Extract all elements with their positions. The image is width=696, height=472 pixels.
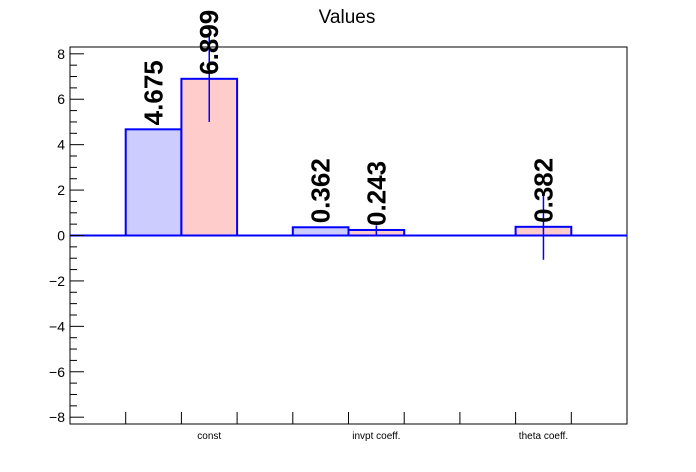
y-tick-label: −2 (49, 273, 65, 289)
category-label: const (197, 431, 221, 442)
data-labels-layer: 4.675 0.362 6.899 0.243 0.382 (139, 10, 559, 226)
chart-title: Values (319, 7, 376, 28)
y-tick-label: −8 (49, 409, 65, 425)
y-tick-label: 6 (57, 91, 65, 107)
y-tick-label: 0 (57, 228, 65, 244)
y-tick-label: 8 (57, 46, 65, 62)
y-tick-label: −6 (49, 364, 65, 380)
y-tick-label: −4 (49, 318, 65, 334)
category-label: theta coeff. (519, 431, 568, 442)
bar-1-1 (124, 128, 183, 237)
data-label: 6.899 (194, 10, 224, 75)
bar-1-2 (291, 226, 350, 237)
data-label: 0.362 (306, 158, 336, 223)
data-label: 0.243 (361, 161, 391, 226)
y-axis: −8 −6 −4 −2 0 2 4 6 8 (49, 46, 84, 425)
category-label: invpt coeff. (352, 431, 400, 442)
bars-layer (70, 35, 627, 260)
x-axis: const invpt coeff. theta coeff. (125, 412, 572, 442)
data-label: 0.382 (528, 158, 558, 223)
y-tick-label: 2 (57, 182, 65, 198)
data-label: 4.675 (139, 60, 169, 125)
y-tick-label: 4 (57, 137, 65, 153)
